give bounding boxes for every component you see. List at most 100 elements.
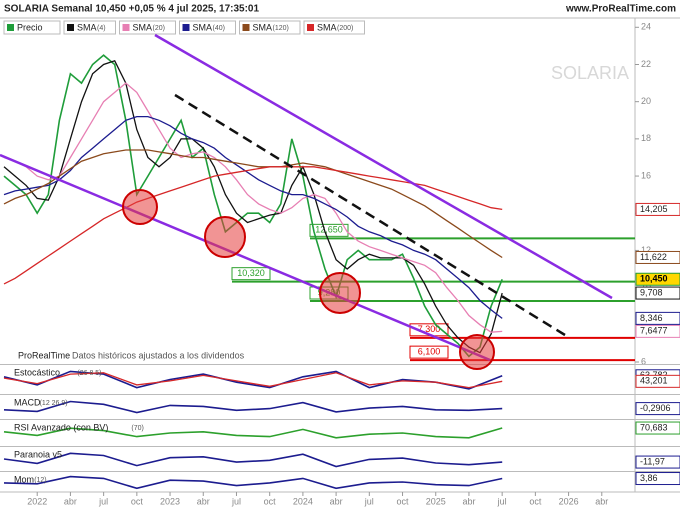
series-line <box>3 400 503 414</box>
legend-box[interactable] <box>119 20 176 35</box>
x-tick-label: jul <box>364 496 374 506</box>
y-tick-label: 20 <box>641 96 651 106</box>
highlight-circle <box>319 272 361 314</box>
series-line <box>3 372 503 389</box>
last-value-label: 70,683 <box>640 422 668 432</box>
series-line <box>3 82 503 333</box>
legend-swatch <box>182 24 190 31</box>
last-value-label: 10,450 <box>640 274 668 284</box>
last-value-label: 8,346 <box>640 313 663 323</box>
page-title: SOLARIA Semanal 10,450 +0,05 % 4 jul 202… <box>4 4 259 15</box>
legend-label: SMA <box>193 22 213 32</box>
legend-swatch <box>122 24 130 31</box>
x-tick-label: oct <box>131 496 144 506</box>
last-value-box <box>635 374 680 388</box>
legend-box[interactable] <box>239 20 301 35</box>
series-line <box>3 166 503 285</box>
level-label: 7,300 <box>418 324 441 334</box>
series-line <box>3 60 503 354</box>
last-value-label: 11,622 <box>640 252 667 262</box>
panel-params: (12 26 9) <box>40 400 68 407</box>
legend-params: (200) <box>337 25 353 32</box>
last-value-label: 43,201 <box>640 376 668 386</box>
brand: ProRealTime <box>18 350 70 360</box>
series-line <box>3 370 503 390</box>
last-value-box <box>635 324 680 338</box>
legend-label: SMA <box>317 22 337 32</box>
legend-box[interactable] <box>3 20 61 35</box>
level-label: 10,320 <box>237 268 265 278</box>
panel-title: Mom <box>14 474 34 484</box>
panel-title: RSI Avanzado (con BV) <box>14 422 108 432</box>
series-line <box>3 427 503 439</box>
x-tick-label: abr <box>330 496 343 506</box>
x-tick-label: 2024 <box>293 496 313 506</box>
x-tick-label: oct <box>397 496 410 506</box>
legend-swatch <box>242 24 250 31</box>
legend-swatch <box>307 24 314 31</box>
last-value-box <box>635 421 680 435</box>
last-value-box <box>635 311 680 325</box>
panel-params: (70) <box>131 425 143 432</box>
y-tick-label: 22 <box>641 59 651 69</box>
series-line <box>3 115 503 319</box>
last-value-label: 3,86 <box>640 473 658 483</box>
last-value-label: 7,6477 <box>640 326 668 336</box>
legend-box[interactable] <box>303 20 365 35</box>
y-tick-label: 16 <box>641 170 651 180</box>
legend-params: (4) <box>97 25 106 32</box>
x-tick-label: jul <box>98 496 108 506</box>
last-value-box <box>635 455 680 469</box>
highlight-circle <box>459 334 495 370</box>
last-value-box <box>635 250 680 264</box>
x-tick-label: oct <box>264 496 277 506</box>
x-tick-label: jul <box>231 496 241 506</box>
x-tick-label: 2022 <box>27 496 47 506</box>
series-line <box>3 149 503 259</box>
legend-box[interactable] <box>179 20 236 35</box>
y-tick-label: 12 <box>641 245 651 255</box>
x-tick-label: abr <box>595 496 608 506</box>
last-value-box <box>635 286 680 300</box>
legend-label: SMA <box>77 22 97 32</box>
highlight-circle <box>204 216 246 258</box>
series-line <box>3 475 503 490</box>
trend-line <box>154 33 613 300</box>
note: Datos históricos ajustados a los dividen… <box>72 350 245 360</box>
last-value-label: -11,97 <box>640 456 665 466</box>
legend-swatch <box>67 24 74 31</box>
x-tick-label: abr <box>197 496 210 506</box>
legend-label: SMA <box>133 22 153 32</box>
panel-title: MACD <box>14 397 41 407</box>
x-tick-label: oct <box>529 496 542 506</box>
panel-title: Estocástico <box>14 367 60 377</box>
site: www.ProRealTime.com <box>565 4 676 15</box>
level-label: 12,650 <box>315 225 343 235</box>
series-line <box>3 452 503 468</box>
legend-params: (120) <box>273 25 289 32</box>
panel-title: Paranoia v5 <box>14 449 62 459</box>
last-value-label: -0,2906 <box>640 403 671 413</box>
level-label: 6,100 <box>418 347 441 357</box>
y-tick-label: 24 <box>641 22 651 32</box>
level-label-box <box>409 345 449 359</box>
series-line <box>3 54 503 358</box>
panel-params: (12) <box>34 477 46 484</box>
x-tick-label: abr <box>462 496 475 506</box>
y-tick-label: 18 <box>641 133 651 143</box>
panel-params: (26 8 5) <box>77 370 101 377</box>
legend-box[interactable] <box>63 20 116 35</box>
level-label-box <box>309 223 349 237</box>
trend-line <box>0 153 491 362</box>
legend-label: Precio <box>17 22 43 32</box>
x-tick-label: abr <box>64 496 77 506</box>
legend-swatch <box>7 24 14 31</box>
legend-label: SMA <box>253 22 273 32</box>
x-tick-label: 2023 <box>160 496 180 506</box>
last-value-box <box>635 472 680 486</box>
y-tick-label: 6 <box>641 356 646 366</box>
legend-params: (40) <box>213 25 225 32</box>
legend-params: (20) <box>153 25 165 32</box>
